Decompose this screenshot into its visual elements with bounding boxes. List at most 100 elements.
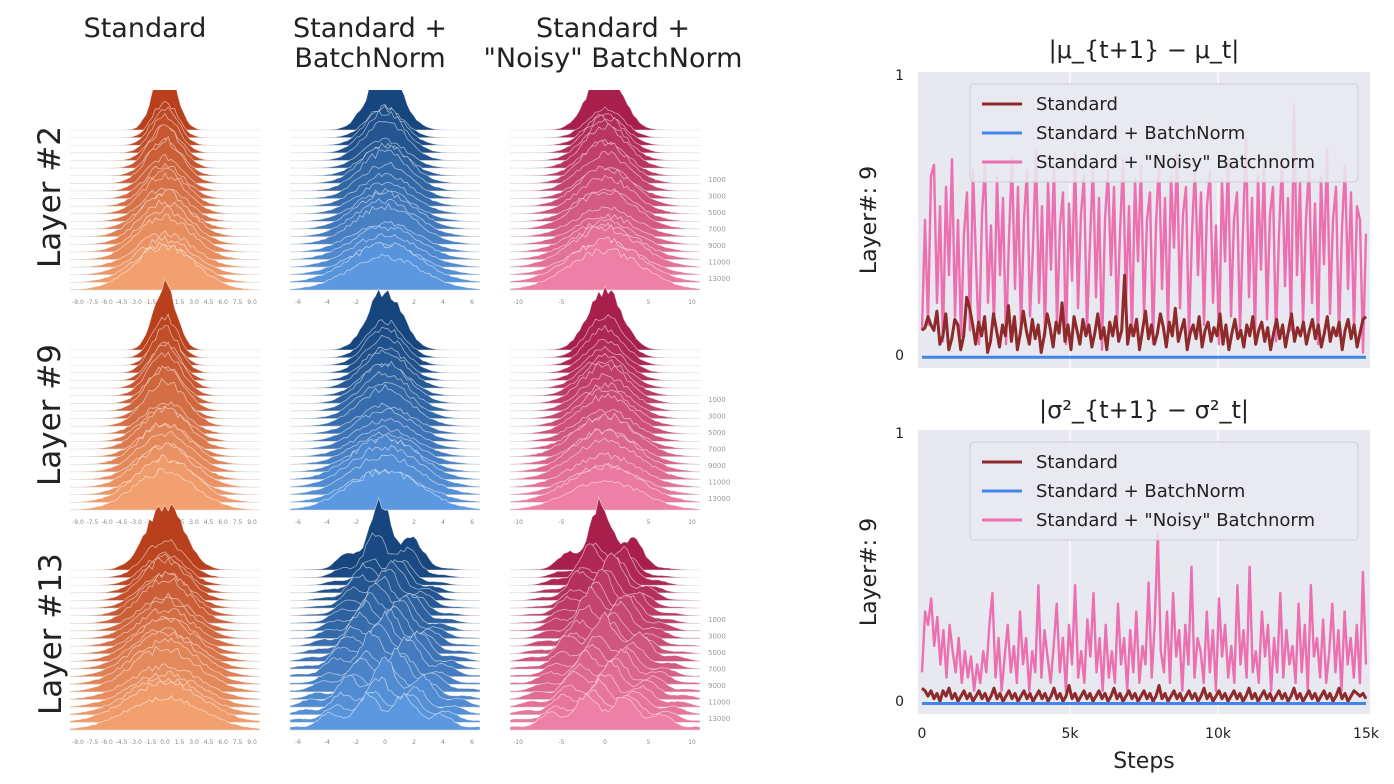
ridge-tick-label: -9.0	[72, 299, 84, 306]
ridge-step-label: 7000	[708, 446, 726, 454]
ridge-step-label: 1000	[708, 396, 726, 404]
ridge-tick-label: -4	[324, 519, 330, 526]
ridge-step-label: 7000	[708, 666, 726, 674]
ridge-tick-label: 3.0	[189, 519, 199, 526]
ridge-layer	[509, 581, 701, 624]
ridge-layer	[509, 689, 701, 723]
ridge-plot-r3-c2: -6 -4 -2 0 2 4 6	[289, 496, 481, 746]
ridge-tick-label: 10	[688, 739, 696, 746]
ridge-layer	[69, 467, 261, 511]
ridge-step-label: 13000	[708, 495, 730, 503]
legend-label: Standard + "Noisy" Batchnorm	[1036, 510, 1315, 531]
ridge-tick-label: -6	[295, 739, 301, 746]
legend-box	[969, 83, 1359, 183]
ridge-tick-label: 4	[441, 739, 445, 746]
ridge-tick-label: -6.0	[101, 519, 113, 526]
ridge-tick-label: -10	[513, 519, 523, 526]
ridge-tick-label: 4.5	[204, 739, 214, 746]
column-title-noisy-batchnorm: Standard + "Noisy" BatchNorm	[468, 14, 758, 74]
legend-label: Standard + "Noisy" Batchnorm	[1036, 152, 1315, 173]
legend-label: Standard	[1036, 452, 1118, 473]
ridge-tick-label: -7.5	[87, 519, 99, 526]
ridge-layer	[69, 244, 261, 291]
ridge-step-label: 1000	[708, 176, 726, 184]
ridge-layer	[289, 582, 481, 624]
series-line-3	[920, 531, 1368, 692]
ridge-layer	[69, 695, 261, 731]
chart-title: |σ²_{t+1} − σ²_t|	[1039, 396, 1249, 424]
ridge-layer	[289, 468, 481, 511]
line-chart-1: |μ_{t+1} − μ_t| 0 1 Layer#: 9 Standard Standa…	[857, 36, 1370, 368]
ridge-layer	[509, 635, 701, 670]
ridge-tick-label: -3.0	[130, 519, 142, 526]
ridge-tick-label: -5	[559, 739, 565, 746]
ridge-plot-r2-c1: -9.0-7.5-6.0-4.5-3.0-1.50.01.53.04.56.07…	[69, 278, 261, 526]
ridge-tick-label: -10	[513, 739, 523, 746]
ridge-tick-label: -5	[559, 299, 565, 306]
ridge-tick-label: 9.0	[247, 739, 257, 746]
ridge-tick-label: 0	[603, 739, 607, 746]
ridge-tick-label: -2	[353, 519, 359, 526]
ridge-tick-label: -6	[295, 519, 301, 526]
ridge-tick-label: -9.0	[72, 739, 84, 746]
ridge-tick-label: -7.5	[87, 739, 99, 746]
ridge-tick-label: 4.5	[204, 519, 214, 526]
ridge-tick-label: -6	[295, 299, 301, 306]
ridge-layer	[289, 253, 481, 291]
ridge-plot-r3-c3: -10 -5 0 5 10 1000 3000 5000 7000 9000 11000 13000	[509, 495, 730, 746]
ridge-tick-label: 6.0	[218, 299, 228, 306]
ridge-tick-label: 5	[647, 519, 651, 526]
ridge-layer	[70, 278, 260, 351]
x-tick-label: 15k	[1353, 726, 1380, 742]
ridge-step-label: 13000	[708, 275, 730, 283]
ridge-layer	[509, 480, 701, 511]
ridge-layer	[69, 377, 261, 427]
ridge-tick-label: -1.5	[145, 739, 157, 746]
y-tick-label: 0	[895, 694, 904, 710]
x-tick-label: 5k	[1061, 726, 1079, 742]
column-title-batchnorm-text: Standard + BatchNorm	[292, 13, 448, 74]
ridge-tick-label: -3.0	[130, 299, 142, 306]
ridge-layer	[509, 586, 701, 632]
ridge-tick-label: -1.5	[145, 299, 157, 306]
ridge-step-label: 3000	[708, 633, 726, 641]
ridge-step-label: 11000	[708, 699, 730, 707]
ridge-tick-label: 2	[412, 739, 416, 746]
ridge-layer	[509, 248, 701, 291]
ridge-layer	[289, 496, 480, 571]
line-charts-panel: |μ_{t+1} − μ_t| 0 1 Layer#: 9 Standard Standa…	[857, 36, 1380, 774]
ridge-tick-label: -4.5	[116, 519, 128, 526]
ridge-step-label: 11000	[708, 259, 730, 267]
series-line-1	[921, 684, 1368, 703]
ridge-plot-r1-c1: -9.0-7.5-6.0-4.5-3.0-1.50.01.53.04.56.07…	[69, 90, 261, 306]
ridge-tick-label: -4	[324, 299, 330, 306]
ridge-tick-label: -7.5	[87, 299, 99, 306]
ridge-tick-label: 5	[647, 299, 651, 306]
ridge-layer	[289, 690, 481, 731]
ridge-step-label: 9000	[708, 682, 726, 690]
ridge-layer	[289, 629, 481, 678]
series-line-1	[920, 273, 1368, 354]
y-axis-label: Layer#: 9	[857, 518, 882, 626]
ridge-tick-label: 10	[688, 299, 696, 306]
ridge-layer	[509, 611, 701, 662]
legend-label: Standard	[1036, 94, 1118, 115]
ridge-tick-label: -6.0	[101, 299, 113, 306]
ridge-tick-label: 3.0	[189, 299, 199, 306]
ridge-plots-grid: -9.0-7.5-6.0-4.5-3.0-1.50.01.53.04.56.07…	[69, 90, 730, 746]
x-tick-label: 0	[918, 726, 927, 742]
ridge-tick-label: 10	[688, 519, 696, 526]
ridge-tick-label: 6	[470, 739, 474, 746]
ridge-tick-label: 0	[383, 739, 387, 746]
legend-label: Standard + BatchNorm	[1036, 123, 1245, 144]
ridge-tick-label: 9.0	[247, 519, 257, 526]
ridge-tick-label: -10	[513, 299, 523, 306]
ridge-tick-label: -4	[324, 739, 330, 746]
ridge-tick-label: -9.0	[72, 519, 84, 526]
ridge-layer	[509, 693, 701, 731]
ridge-step-label: 13000	[708, 715, 730, 723]
ridge-tick-label: 7.5	[233, 519, 243, 526]
ridge-layer	[70, 502, 260, 571]
